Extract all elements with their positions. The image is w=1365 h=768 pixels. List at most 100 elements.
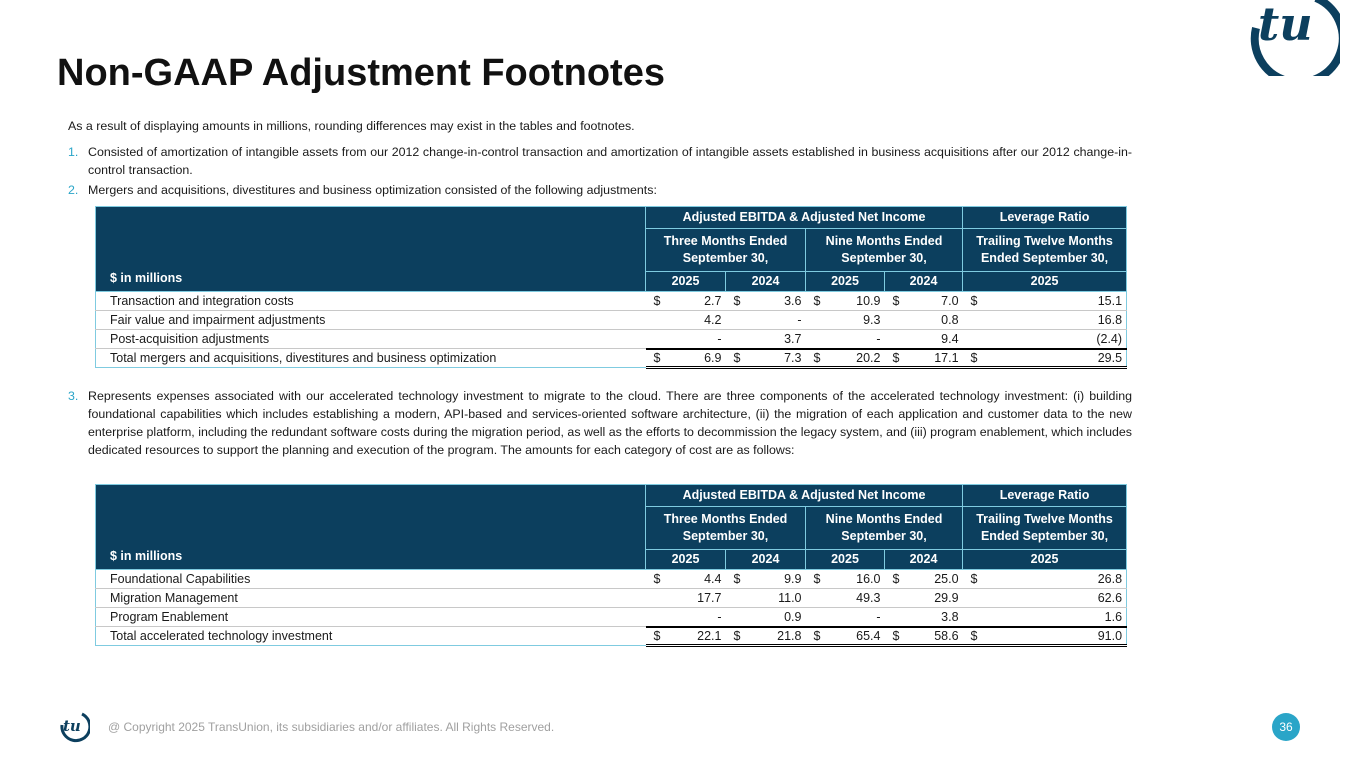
year-header: 2024 <box>725 271 806 292</box>
value: 29.5 <box>1097 350 1123 365</box>
value: 7.0 <box>941 294 959 308</box>
row-label: Post-acquisition adjustments <box>95 329 646 349</box>
value: 65.4 <box>856 628 881 643</box>
value-cell: $4.4 <box>645 569 726 589</box>
currency-symbol: $ <box>733 350 741 365</box>
value-cell: 1.6 <box>962 607 1127 627</box>
header-row-periods: Three Months Ended September 30, Nine Mont… <box>96 506 1128 550</box>
period-line: Nine Months Ended <box>825 512 943 526</box>
intro-text: As a result of displaying amounts in mil… <box>68 119 635 133</box>
currency-symbol: $ <box>733 572 741 586</box>
footnote-number: 1. <box>68 145 79 159</box>
period-line: September 30, <box>682 251 769 265</box>
header-period2: Nine Months Ended September 30, <box>804 506 964 550</box>
currency-symbol: $ <box>813 294 821 308</box>
header-period1: Three Months Ended September 30, <box>645 228 806 272</box>
value: 17.7 <box>697 591 722 605</box>
table-row: Foundational Capabilities $4.4 $9.9 $16.0 $2… <box>95 569 1127 589</box>
period-line: Ended September 30, <box>980 251 1109 265</box>
value-cell: - <box>725 310 806 330</box>
value: 15.1 <box>1097 294 1123 308</box>
value: 9.4 <box>941 331 959 346</box>
table-row: Fair value and impairment adjustments 4.2… <box>95 310 1127 330</box>
copyright-text: @ Copyright 2025 TransUnion, its subsidi… <box>108 720 555 734</box>
value-cell: 3.7 <box>725 329 806 349</box>
header-adjusted-ebitda: Adjusted EBITDA & Adjusted Net Income <box>644 484 964 507</box>
table-row: Program Enablement - 0.9 - 3.8 1.6 <box>95 607 1127 627</box>
footnote-3: 3. Represents expenses associated with ou… <box>68 387 1132 459</box>
row-label: Fair value and impairment adjustments <box>95 310 646 330</box>
footnote-1: 1. Consisted of amortization of intangibl… <box>68 143 1132 179</box>
value-cell: 9.4 <box>884 329 963 349</box>
value: 6.9 <box>704 350 722 365</box>
period-line: Trailing Twelve Months <box>976 234 1113 248</box>
header-period3: Trailing Twelve Months Ended September 30… <box>962 228 1128 272</box>
value: 3.6 <box>784 294 802 308</box>
value: 16.0 <box>856 572 881 586</box>
header-period3: Trailing Twelve Months Ended September 30… <box>962 506 1128 550</box>
value-cell: - <box>805 329 885 349</box>
year-header: 2025 <box>645 271 726 292</box>
value-cell: $58.6 <box>884 625 963 647</box>
header-row-periods: Three Months Ended September 30, Nine Mont… <box>96 228 1128 272</box>
value-cell: 0.8 <box>884 310 963 330</box>
value-cell: $91.0 <box>962 625 1127 647</box>
value: - <box>797 313 802 327</box>
year-header: 2025 <box>645 549 726 570</box>
value-cell: 62.6 <box>962 588 1127 608</box>
value-cell: $3.6 <box>725 291 806 311</box>
value: - <box>876 609 881 624</box>
value: 11.0 <box>778 591 802 605</box>
value-cell: 49.3 <box>805 588 885 608</box>
period-line: Three Months Ended <box>663 512 788 526</box>
value-cell: $21.8 <box>725 625 806 647</box>
table-row: Transaction and integration costs $2.7 $3.… <box>95 291 1127 311</box>
value-cell: - <box>645 607 726 627</box>
period-line: Ended September 30, <box>980 529 1109 543</box>
year-header: 2025 <box>805 271 885 292</box>
currency-symbol: $ <box>892 294 900 308</box>
value-cell: $29.5 <box>962 347 1127 369</box>
value-cell: $17.1 <box>884 347 963 369</box>
mergers-acquisitions-table: $ in millions Adjusted EBITDA & Adjusted … <box>95 206 1128 369</box>
value-cell: $10.9 <box>805 291 885 311</box>
value: 7.3 <box>784 350 802 365</box>
value-cell: 16.8 <box>962 310 1127 330</box>
currency-symbol: $ <box>653 628 661 643</box>
period-line: September 30, <box>841 251 927 265</box>
value-cell: (2.4) <box>962 329 1127 349</box>
footnote-text: Mergers and acquisitions, divestitures a… <box>88 183 657 197</box>
value-cell: 11.0 <box>725 588 806 608</box>
header-row-groups: $ in millions Adjusted EBITDA & Adjusted … <box>95 206 1128 292</box>
value-cell: $20.2 <box>805 347 885 369</box>
header-period2: Nine Months Ended September 30, <box>804 228 964 272</box>
value: 25.0 <box>934 572 959 586</box>
header-leverage-ratio: Leverage Ratio <box>962 484 1128 507</box>
value-cell: $6.9 <box>645 347 726 369</box>
period-line: September 30, <box>841 529 927 543</box>
total-row: Total accelerated technology investment $… <box>95 625 1127 647</box>
value-cell: $22.1 <box>645 625 726 647</box>
footnote-number: 3. <box>68 389 79 403</box>
header-row-years: 2025 2024 2025 2024 2025 <box>96 549 1128 570</box>
page-number: 36 <box>1272 713 1300 741</box>
value: 9.3 <box>863 313 881 327</box>
value-cell: 17.7 <box>645 588 726 608</box>
value-cell: 0.9 <box>725 607 806 627</box>
footer-logo: tu <box>60 712 90 743</box>
header-leverage-ratio: Leverage Ratio <box>962 206 1128 229</box>
units-label: $ in millions <box>95 484 646 570</box>
value-cell: - <box>645 329 726 349</box>
value: - <box>876 331 881 346</box>
value-cell: $26.8 <box>962 569 1127 589</box>
value-cell: 29.9 <box>884 588 963 608</box>
row-label: Migration Management <box>95 588 646 608</box>
units-label: $ in millions <box>95 206 646 292</box>
year-header: 2024 <box>883 271 964 292</box>
value-cell: $16.0 <box>805 569 885 589</box>
period-line: Nine Months Ended <box>825 234 943 248</box>
currency-symbol: $ <box>733 628 741 643</box>
value: 10.9 <box>856 294 881 308</box>
currency-symbol: $ <box>970 350 978 365</box>
value: 2.7 <box>704 294 722 308</box>
